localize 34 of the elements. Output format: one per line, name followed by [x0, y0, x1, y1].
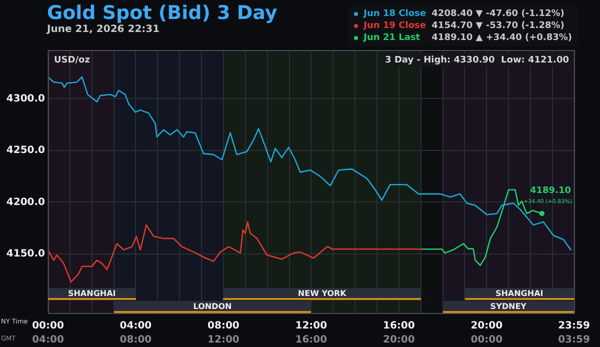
band-label: LONDON — [193, 302, 232, 312]
y-tick-label: 4300.0 — [6, 93, 46, 104]
legend-label: Jun 19 Close — [364, 21, 427, 31]
x2-tick-label: 04:00 — [32, 334, 64, 346]
x-tick-label: 16:00 — [382, 320, 415, 332]
y-tick-label: 4200.0 — [6, 196, 46, 208]
x-tick-label: 12:00 — [295, 320, 328, 332]
x2-tick-label: 00:00 — [470, 334, 503, 346]
legend-label: Jun 18 Close — [364, 9, 427, 19]
text: 4154.70 ▼ -53.70 (-1.28%) — [432, 21, 564, 31]
legend-label: Jun 21 Last — [364, 33, 422, 43]
x2-tick-label: 03:59 — [558, 334, 590, 346]
x-tick-label: 04:00 — [120, 320, 152, 332]
text: 4208.40 ▼ -47.60 (-1.12%) — [432, 9, 564, 19]
annotation: 3 Day - High: 4330.90 Low: 4121.00 — [385, 55, 569, 66]
x2-tick-label: 20:00 — [382, 334, 415, 346]
x-tick-label: 00:00 — [32, 320, 64, 332]
y-tick-label: 4250.0 — [6, 145, 46, 156]
x-tick-label: 20:00 — [470, 320, 503, 332]
band-label: NEW YORK — [298, 289, 348, 298]
band-label: SHANGHAI — [495, 289, 544, 298]
x-tick-label: 23:59 — [558, 320, 590, 332]
x2-tick-label: 16:00 — [295, 334, 328, 346]
y-tick-label: 4150.0 — [6, 248, 46, 260]
annotation: 4189.10 — [530, 186, 571, 196]
y-axis-title: USD/oz — [54, 55, 90, 66]
chart-title: Gold Spot (Bid) 3 Day — [47, 2, 278, 24]
text: 4189.10 ▲ +34.40 (+0.83%) — [432, 33, 572, 43]
chart-subtitle: June 21, 2026 22:31 — [47, 24, 160, 35]
band-label: SHANGHAI — [68, 289, 116, 298]
band-label: SYDNEY — [490, 302, 527, 312]
x2-tick-label: 08:00 — [120, 334, 152, 346]
x2-tick-label: 12:00 — [208, 334, 240, 346]
x-tick-label: 08:00 — [208, 320, 240, 332]
